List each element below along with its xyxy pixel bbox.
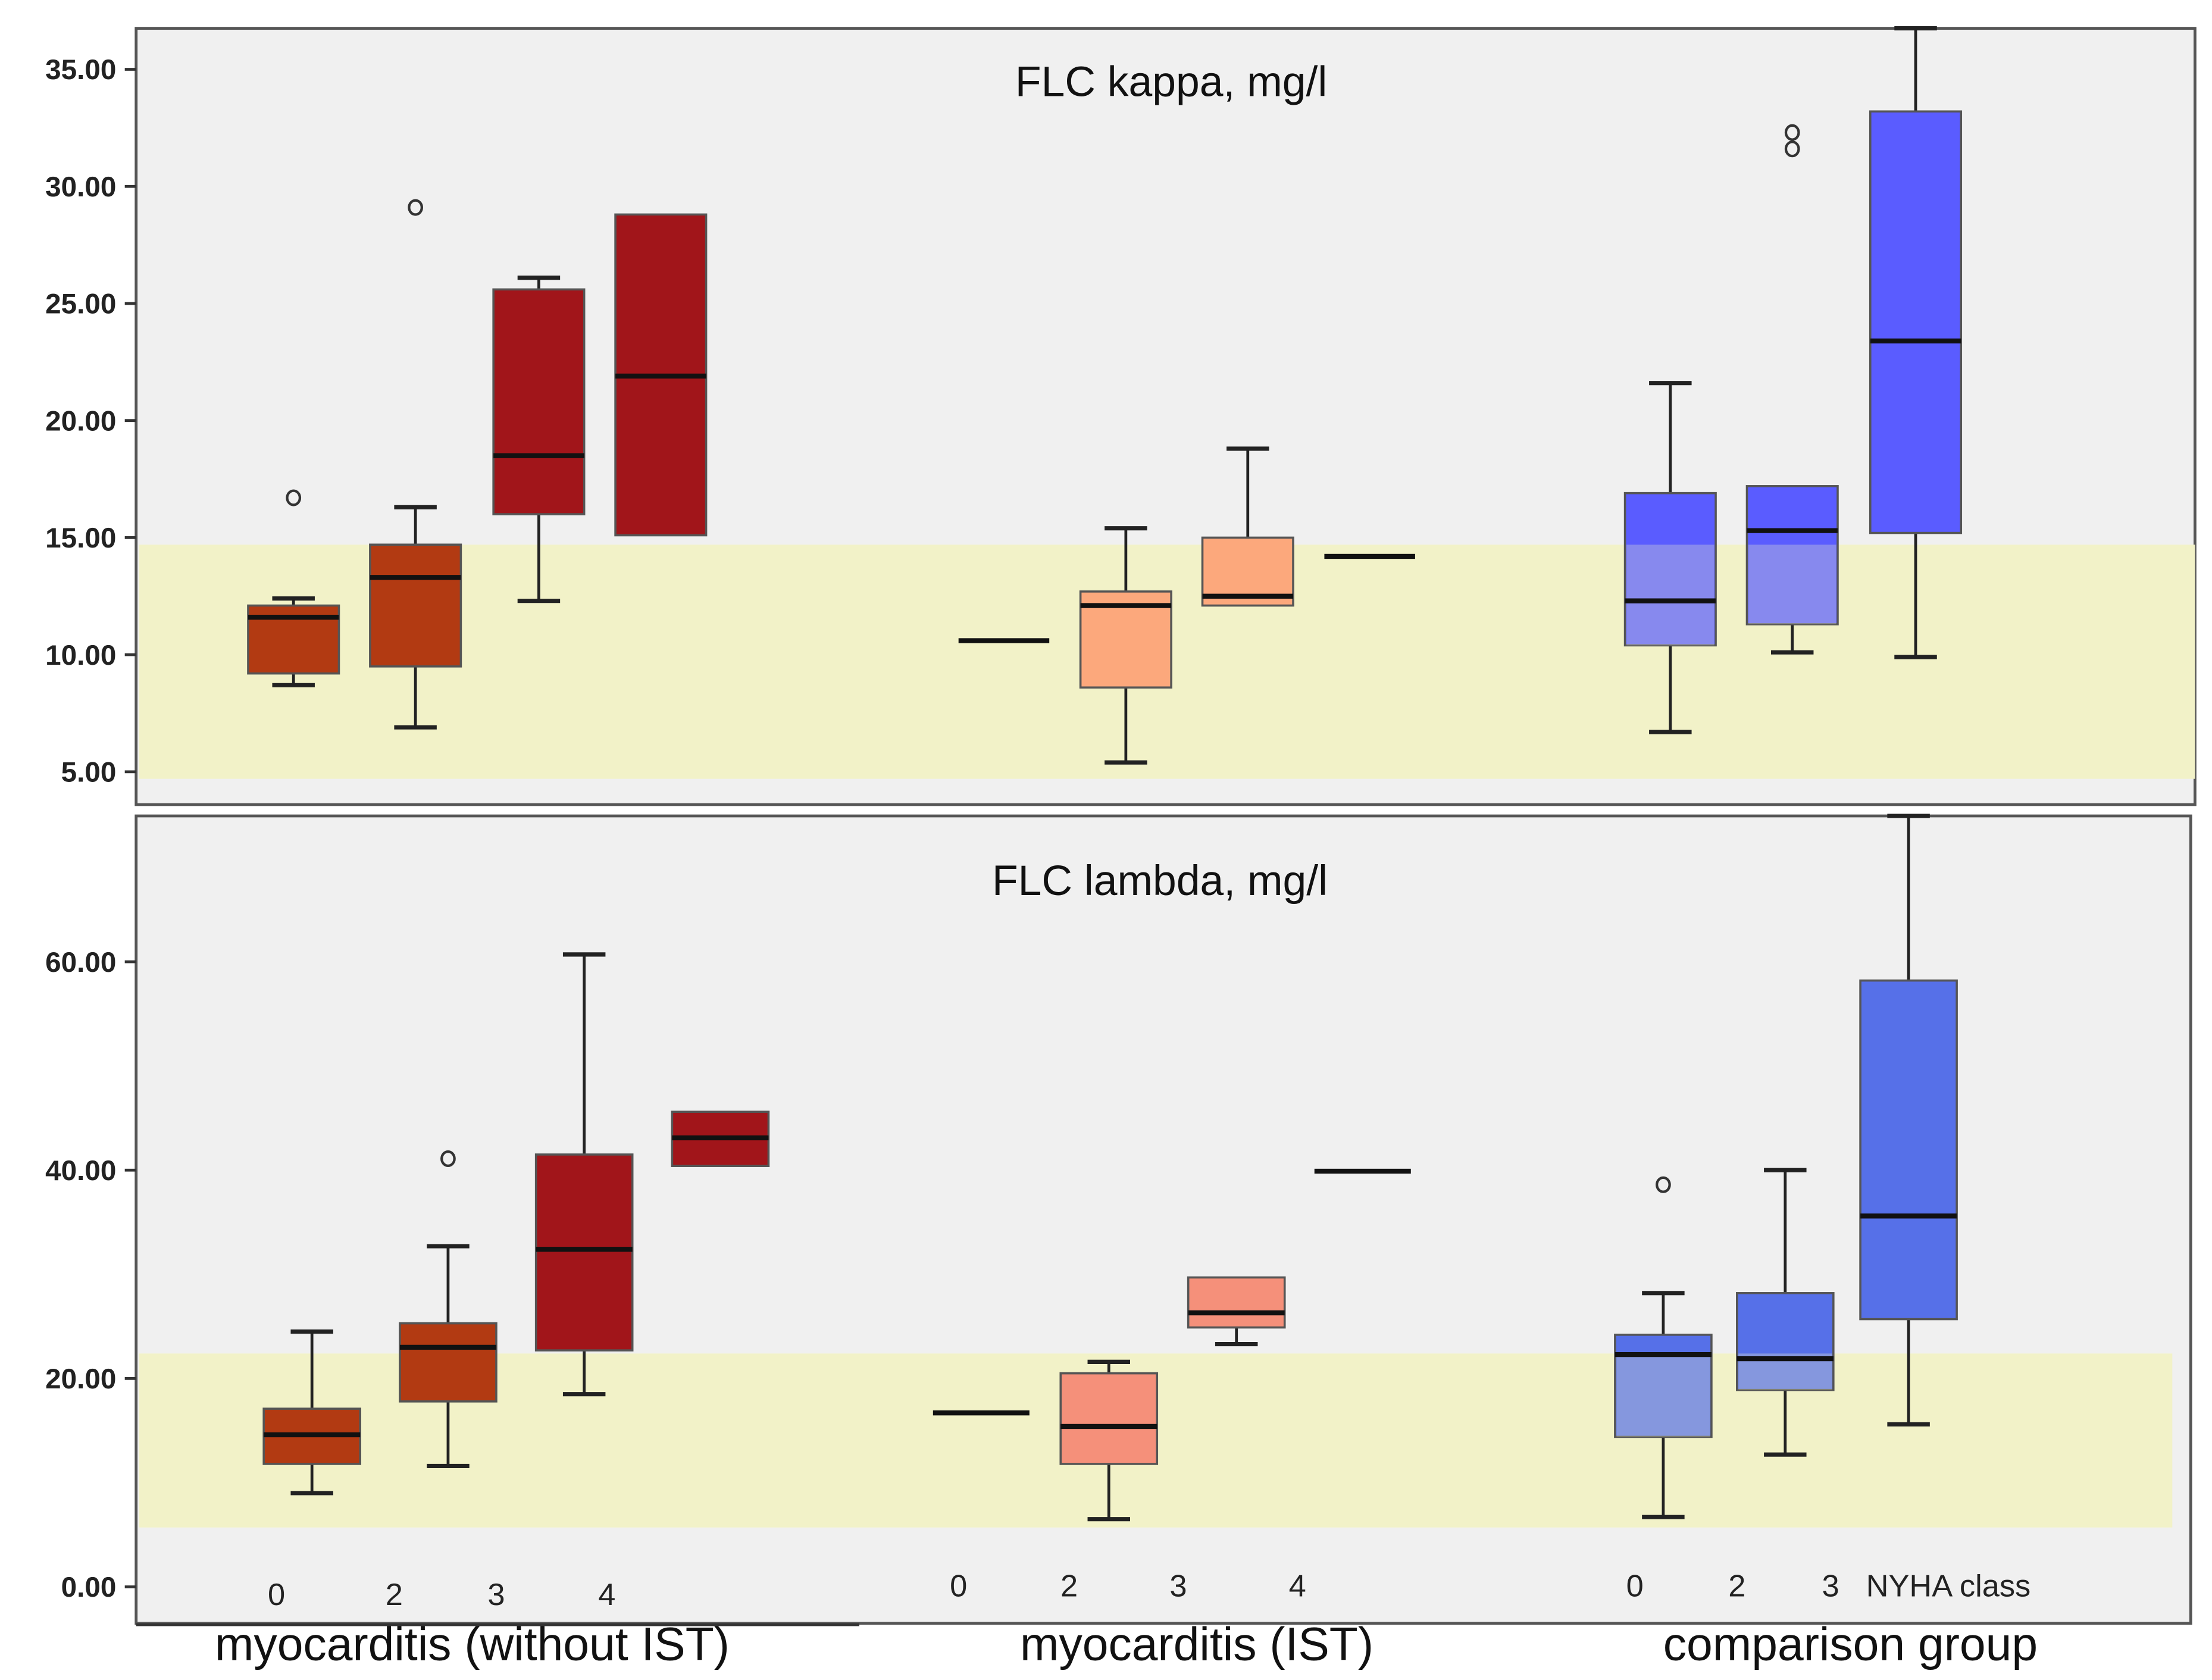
panel-lambda: FLC lambda, mg/l 0.00 20.00 40.00 60.00 bbox=[45, 814, 2192, 1625]
y-tick-label: 60.00 bbox=[45, 947, 116, 978]
box-iqr bbox=[1859, 979, 1958, 1321]
y-tick-label: 35.00 bbox=[45, 54, 116, 86]
y-tick-label: 15.00 bbox=[45, 523, 116, 554]
box-iqr bbox=[1745, 485, 1839, 625]
box-0-nyha-0 bbox=[262, 1329, 361, 1496]
box-iqr bbox=[492, 288, 586, 515]
y-tick-label: 25.00 bbox=[45, 289, 116, 320]
y-tick-label: 10.00 bbox=[45, 640, 116, 671]
box-2-nyha-3 bbox=[1859, 814, 1958, 1426]
outlier-point bbox=[1784, 140, 1800, 158]
box-2-nyha-0 bbox=[1623, 381, 1717, 734]
y-tick-label: 20.00 bbox=[45, 1363, 116, 1395]
box-iqr bbox=[534, 1153, 634, 1351]
panel-title: FLC lambda, mg/l bbox=[992, 857, 1328, 905]
band-overlay bbox=[1626, 545, 1714, 646]
box-iqr bbox=[369, 543, 462, 668]
box-iqr bbox=[399, 1322, 498, 1403]
x-axis-label: NYHA class bbox=[1866, 1569, 2031, 1604]
y-tick-label: 40.00 bbox=[45, 1155, 116, 1187]
y-tick-label: 0.00 bbox=[61, 1572, 117, 1603]
nyha-category-label: 3 bbox=[487, 1578, 505, 1612]
y-tick-label: 5.00 bbox=[61, 757, 117, 789]
outlier-point bbox=[1784, 124, 1800, 141]
panel-kappa: FLC kappa, mg/l 5.00 10.00 15.00 20.00 25.00 3… bbox=[45, 26, 2197, 806]
box-2-nyha-2 bbox=[1745, 124, 1839, 655]
outlier-point bbox=[440, 1150, 456, 1168]
nyha-category-label: 0 bbox=[268, 1578, 285, 1612]
outlier-point bbox=[1656, 1176, 1671, 1193]
band-overlay bbox=[1748, 545, 1836, 625]
y-tick-label: 20.00 bbox=[45, 405, 116, 437]
group-label: myocarditis (IST) bbox=[1020, 1618, 1373, 1670]
box-1-nyha-2 bbox=[1059, 1359, 1159, 1522]
box-2-nyha-3 bbox=[1869, 26, 1963, 659]
panel-title: FLC kappa, mg/l bbox=[1015, 58, 1327, 106]
box-0-nyha-2 bbox=[369, 199, 462, 730]
box-0-nyha-3 bbox=[492, 276, 586, 603]
y-tick-label: 30.00 bbox=[45, 171, 116, 203]
box-2-nyha-0 bbox=[1614, 1176, 1713, 1519]
nyha-category-label: 4 bbox=[598, 1578, 615, 1612]
box-iqr bbox=[1059, 1372, 1159, 1465]
box-1-nyha-2 bbox=[1079, 526, 1172, 765]
group-label: myocarditis (without IST) bbox=[215, 1618, 730, 1670]
box-2-nyha-2 bbox=[1736, 1168, 1835, 1457]
nyha-category-label: 2 bbox=[386, 1578, 403, 1612]
box-iqr bbox=[1623, 492, 1717, 647]
box-0-nyha-2 bbox=[399, 1150, 498, 1469]
outlier-point bbox=[408, 199, 423, 216]
box-1-nyha-3 bbox=[1187, 1276, 1286, 1347]
box-iqr bbox=[1869, 110, 1963, 534]
box-iqr bbox=[1614, 1334, 1713, 1438]
nyha-category-label: 0 bbox=[1626, 1569, 1644, 1604]
nyha-category-label: 4 bbox=[1289, 1569, 1306, 1604]
group-label: comparison group bbox=[1663, 1618, 2038, 1670]
box-0-nyha-4 bbox=[671, 1110, 770, 1168]
band-overlay bbox=[1616, 1353, 1710, 1437]
box-iqr bbox=[1187, 1276, 1286, 1329]
nyha-category-label: 3 bbox=[1169, 1569, 1187, 1604]
nyha-category-label: 0 bbox=[950, 1569, 967, 1604]
outlier-point bbox=[286, 489, 302, 506]
box-0-nyha-3 bbox=[534, 952, 634, 1397]
box-0-nyha-0 bbox=[247, 489, 340, 687]
nyha-category-label: 3 bbox=[1822, 1569, 1839, 1604]
box-iqr bbox=[1736, 1292, 1835, 1391]
box-0-nyha-4 bbox=[614, 213, 708, 537]
nyha-category-label: 2 bbox=[1728, 1569, 1745, 1604]
nyha-category-label: 2 bbox=[1060, 1569, 1078, 1604]
box-1-nyha-3 bbox=[1201, 446, 1294, 607]
